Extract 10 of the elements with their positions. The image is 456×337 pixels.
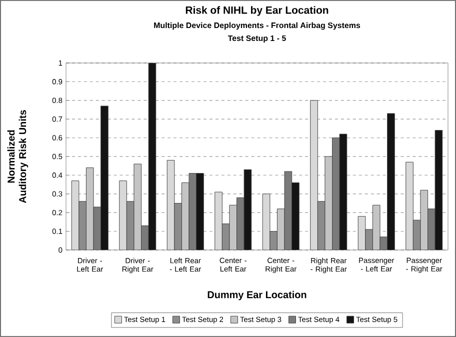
bar: [365, 229, 373, 250]
bar: [310, 100, 318, 250]
bar: [406, 162, 414, 250]
y-axis-title: Normalized Auditory Risk Units: [7, 110, 28, 204]
bar: [174, 203, 182, 250]
chart-title: Risk of NIHL by Ear Location: [186, 6, 328, 16]
bar: [270, 231, 278, 250]
bar: [214, 192, 222, 250]
x-axis-title: Dummy Ear Location: [208, 290, 306, 300]
bar: [119, 180, 127, 250]
